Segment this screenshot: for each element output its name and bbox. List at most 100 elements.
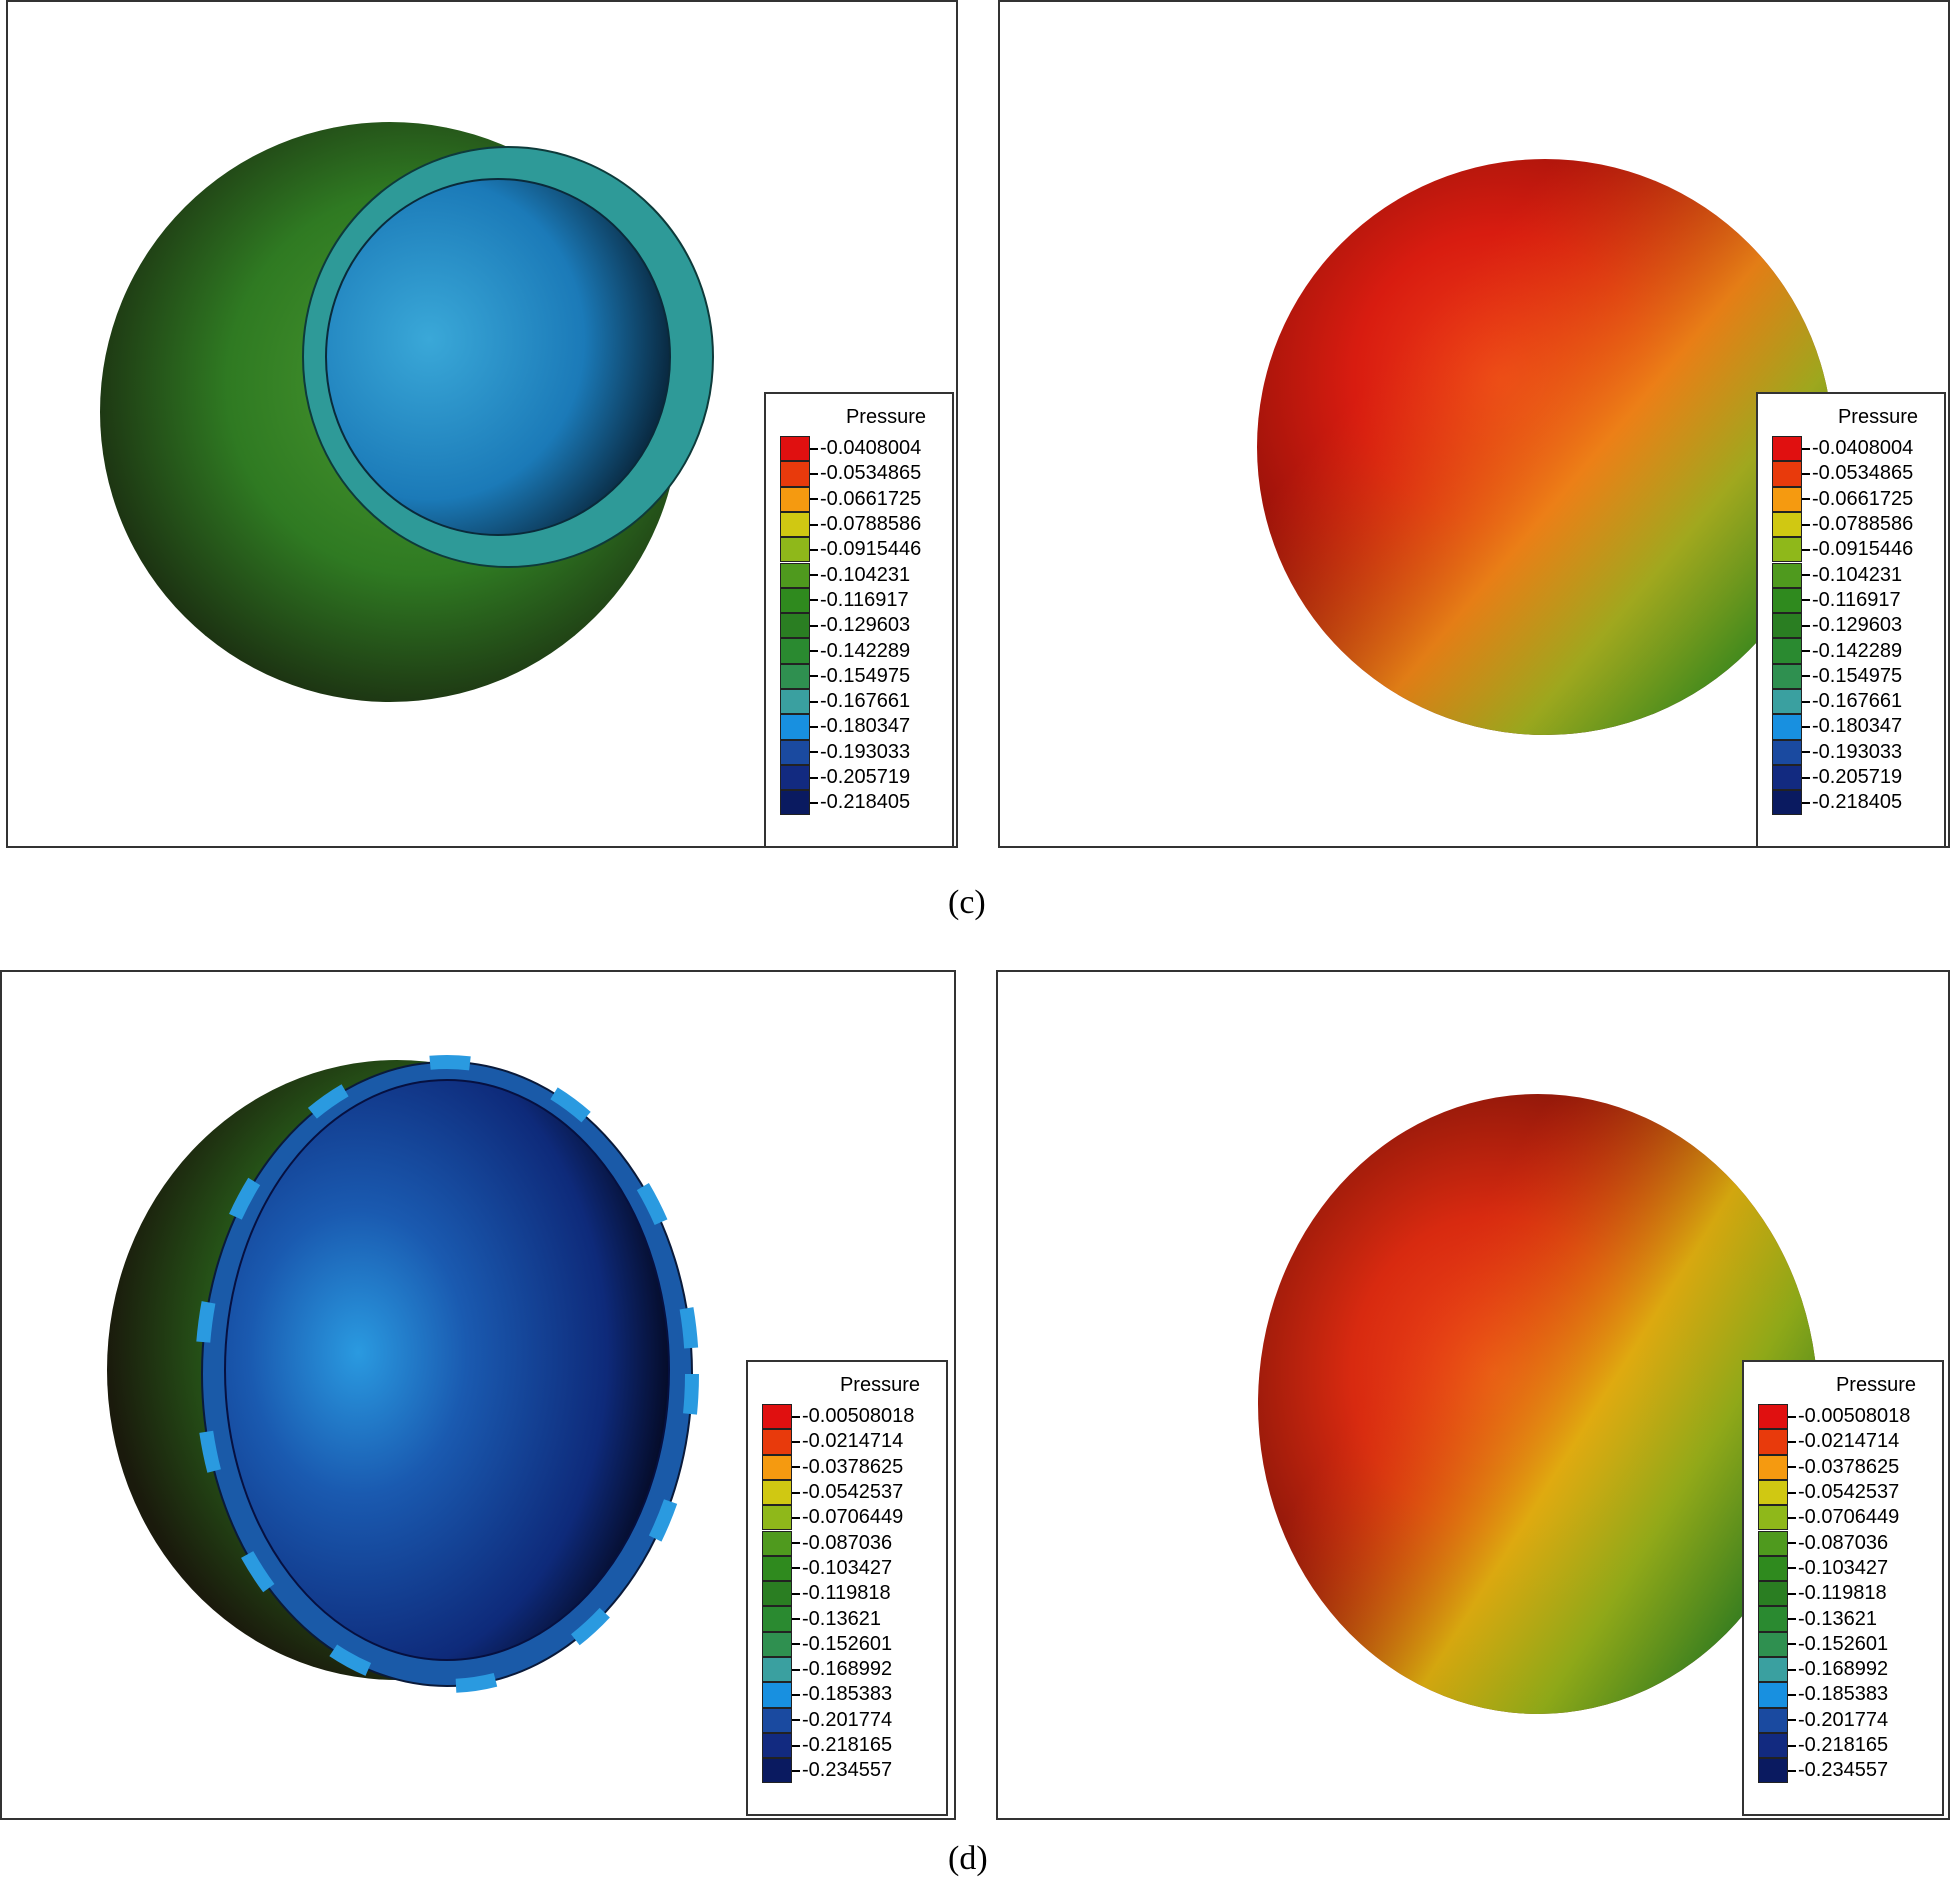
legend-label: -0.0534865 [1812,462,1914,485]
legend-d-right: Pressure -0.00508018 -0.0214714 -0.0378625… [1742,1360,1944,1816]
legend-swatch [1772,537,1802,563]
legend-entry: -0.00508018 [1758,1404,1910,1430]
legend-tick [1802,776,1810,779]
legend-label: -0.0706449 [1798,1506,1900,1529]
legend-tick [810,548,818,551]
legend-entry: -0.201774 [762,1707,892,1733]
legend-swatch [780,663,810,689]
legend-tick [810,447,818,450]
legend-swatch [780,537,810,563]
legend-tick [810,472,818,475]
legend-label: -0.193033 [1812,740,1903,763]
legend-tick [1788,1466,1796,1469]
legend-tick [1802,675,1810,678]
legend-swatch [762,1657,792,1683]
legend-swatch [1772,663,1802,689]
legend-swatch [762,1631,792,1657]
legend-label: -0.218405 [1812,791,1903,814]
legend-entry: -0.205719 [780,764,910,791]
legend-tick [1802,472,1810,475]
legend-tick [810,599,818,602]
legend-entry: -0.0706449 [1758,1505,1900,1531]
caption-d: (d) [948,1840,988,1877]
legend-swatch [1758,1479,1788,1506]
legend-swatch [780,689,810,715]
legend-label: -0.180347 [820,715,911,738]
legend-swatch [1758,1606,1788,1632]
legend-label: -0.201774 [1798,1708,1889,1731]
legend-entry: -0.104231 [1772,562,1902,588]
legend-entry: -0.152601 [762,1631,893,1657]
legend-tick [792,1744,800,1747]
legend-entry: -0.185383 [1758,1682,1888,1708]
legend-tick [810,776,818,779]
legend-swatch [762,1758,792,1784]
legend-label: -0.0915446 [1812,538,1914,561]
sphere-render-d-left [107,1055,699,1693]
legend-swatch [780,764,810,791]
legend-label: -0.129603 [1812,614,1903,637]
legend-swatch [780,613,810,639]
legend-label: -0.142289 [820,639,911,662]
legend-swatch [1772,486,1802,512]
legend-label: -0.168992 [1798,1658,1889,1681]
legend-label: -0.13621 [802,1607,881,1630]
legend-label: -0.0788586 [820,513,922,536]
legend-entry: -0.0378625 [1758,1454,1899,1480]
legend-entry: -0.0788586 [780,511,922,538]
legend-entry: -0.0542537 [762,1479,903,1506]
legend-entry: -0.167661 [1772,689,1902,715]
legend-entry: -0.0661725 [780,486,922,512]
legend-tick [810,675,818,678]
legend-c-left: Pressure -0.0408004 -0.0534865 -0.0661725 -… [764,392,954,848]
legend-tick [1788,1769,1796,1772]
legend-tick [810,624,818,627]
legend-swatch [1758,1732,1788,1759]
legend-tick [1802,574,1810,577]
legend-entry: -0.13621 [1758,1606,1877,1632]
legend-entry: -0.119818 [762,1581,891,1607]
legend-label: -0.116917 [1812,588,1901,611]
legend-entry: -0.0915446 [780,537,921,563]
legend-entry: -0.103427 [762,1555,892,1582]
legend-swatch [1772,714,1802,740]
legend-swatch [1772,638,1802,664]
legend-label: -0.116917 [820,588,909,611]
legend-label: -0.152601 [1798,1632,1889,1655]
legend-swatch [762,1682,792,1708]
legend-tick [1802,447,1810,450]
legend-entry: -0.0661725 [1772,486,1913,512]
legend-tick [1788,1567,1796,1570]
legend-entry: -0.142289 [1772,638,1902,664]
legend-entry: -0.104231 [780,562,911,588]
legend-entry: -0.167661 [780,689,910,715]
legend-tick [1802,751,1810,754]
legend-tick [1788,1516,1796,1519]
legend-tick [1788,1415,1796,1418]
legend-tick [810,725,818,728]
legend-label: -0.152601 [802,1632,893,1655]
legend-swatch [1772,562,1802,588]
legend-label: -0.087036 [802,1531,893,1554]
legend-tick [810,700,818,703]
legend-label: -0.185383 [802,1683,893,1706]
caption-c: (c) [948,884,986,921]
legend-title: Pressure [1837,406,1918,428]
legend-tick [810,523,818,526]
legend-label: -0.0661725 [820,487,922,510]
legend-label: -0.205719 [1812,766,1903,789]
legend-label: -0.129603 [820,614,911,637]
legend-tick [1788,1643,1796,1646]
legend-swatch [762,1707,792,1733]
legend-swatch [762,1530,792,1556]
legend-tick [1788,1668,1796,1671]
legend-entry: -0.0408004 [1772,436,1913,462]
legend-label: -0.0788586 [1812,513,1914,536]
legend-label: -0.103427 [1798,1556,1889,1579]
legend-swatch [1772,790,1802,816]
legend-label: -0.104231 [820,563,911,586]
legend-swatch [1772,613,1802,639]
legend-swatch [762,1454,792,1480]
legend-tick [792,1466,800,1469]
legend-title: Pressure [845,406,926,428]
